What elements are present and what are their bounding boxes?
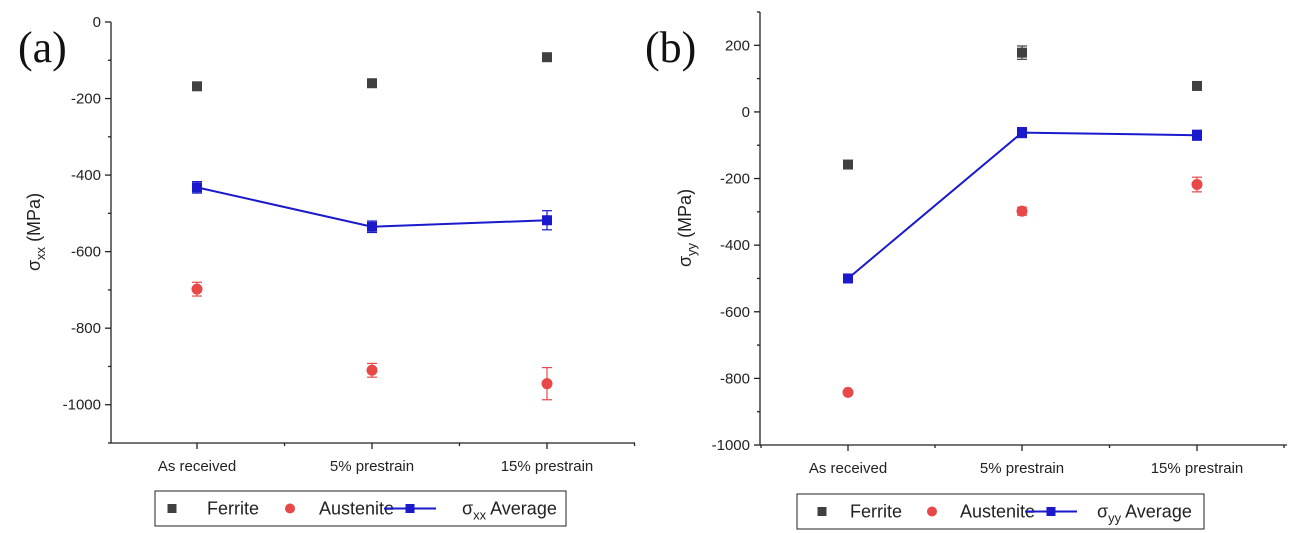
legend-box — [154, 490, 567, 527]
y-tick-label: -600 — [71, 244, 101, 261]
data-point — [1192, 80, 1202, 91]
legend-label: Ferrite — [850, 502, 902, 522]
series-ferrite — [843, 45, 1202, 170]
y-tick-label: -400 — [71, 167, 101, 184]
data-point — [542, 215, 552, 226]
legend-marker — [927, 506, 937, 517]
y-tick-label: -200 — [720, 171, 750, 188]
x-tick-label: 15% prestrain — [501, 458, 594, 475]
legend-item-average: σxx Average — [384, 499, 557, 523]
x-tick-label: As received — [158, 458, 236, 475]
data-point — [843, 159, 853, 170]
panel-label: (b) — [645, 23, 696, 72]
data-point — [843, 273, 853, 284]
data-point — [367, 221, 377, 232]
legend-label: Ferrite — [207, 499, 259, 519]
chart-panel-b: (b) 200 0 -200 -400 -600 -800 -1000 As received 5… — [645, 11, 1287, 530]
series-austenite — [191, 281, 553, 401]
data-point — [1191, 179, 1203, 191]
y-tick-label: -200 — [71, 91, 101, 108]
x-tick-label: 15% prestrain — [1151, 460, 1244, 477]
legend-marker — [405, 504, 415, 513]
y-tick-label: -1000 — [712, 437, 750, 454]
data-point — [842, 386, 854, 398]
y-axis-label: σxx (MPa) — [24, 193, 48, 271]
series-line — [847, 131, 1198, 280]
legend-label: σxx Average — [462, 499, 557, 523]
legend-marker — [167, 504, 177, 513]
y-tick-label: 0 — [93, 14, 101, 31]
legend-label: σyy Average — [1097, 502, 1192, 526]
series-ferrite — [192, 52, 552, 92]
data-point — [366, 364, 378, 376]
series-austenite — [842, 176, 1203, 398]
y-tick-label: -1000 — [63, 397, 101, 414]
y-tick-label: -800 — [71, 320, 101, 337]
x-tick-label: 5% prestrain — [330, 458, 414, 475]
y-tick-label: -600 — [720, 304, 750, 321]
legend: Ferrite Austenite σyy Average — [796, 493, 1205, 530]
data-point — [541, 378, 553, 390]
data-point — [1016, 205, 1028, 217]
y-tick-label: -400 — [720, 237, 750, 254]
data-point — [192, 182, 202, 193]
data-point — [1017, 127, 1027, 138]
x-tick-label: 5% prestrain — [980, 460, 1064, 477]
panel-label: (a) — [18, 23, 67, 72]
y-tick-label: 200 — [725, 37, 750, 54]
legend-label: Austenite — [960, 502, 1035, 522]
legend-item-ferrite: Ferrite — [817, 502, 902, 522]
legend-item-austenite: Austenite — [285, 499, 394, 519]
series-average — [192, 180, 552, 234]
legend: Ferrite Austenite σxx Average — [154, 490, 567, 527]
data-point — [542, 52, 552, 63]
legend-marker — [817, 507, 827, 516]
data-point — [191, 283, 203, 295]
legend-item-austenite: Austenite — [927, 502, 1035, 522]
series-average — [843, 126, 1202, 284]
y-axis-label: σyy (MPa) — [675, 189, 699, 267]
legend-label: Austenite — [319, 499, 394, 519]
data-point — [1017, 47, 1027, 58]
legend-item-ferrite: Ferrite — [167, 499, 259, 519]
legend-item-average: σyy Average — [1025, 502, 1192, 526]
legend-marker — [285, 503, 295, 514]
legend-marker — [1046, 507, 1056, 516]
legend-box — [796, 493, 1205, 530]
y-tick-label: -800 — [720, 370, 750, 387]
data-point — [1192, 130, 1202, 141]
y-tick-label: 0 — [742, 104, 750, 121]
x-tick-label: As received — [809, 460, 887, 477]
data-point — [192, 81, 202, 92]
data-point — [367, 78, 377, 89]
chart-panel-a: (a) 0 -200 -400 -600 -800 -1000 As received 5% p… — [18, 14, 636, 527]
